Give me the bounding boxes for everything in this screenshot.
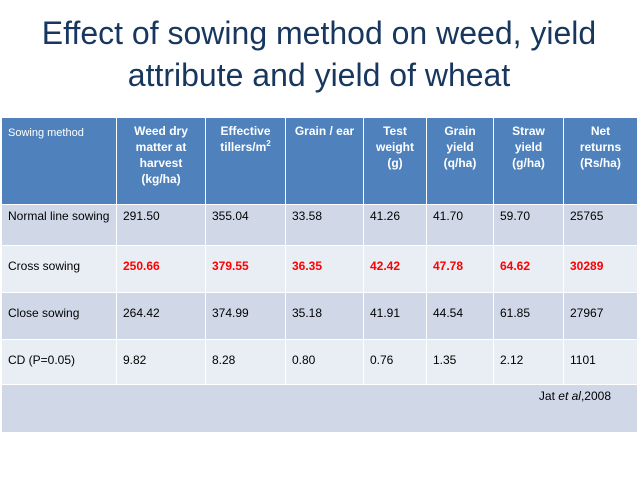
header-grain-per-ear: Grain / ear <box>285 117 364 205</box>
table-row: Close sowing 264.42 374.99 35.18 41.91 4… <box>1 292 638 340</box>
table-cell: 36.35 <box>285 245 364 293</box>
table-cell: 41.70 <box>426 204 494 246</box>
table-row: Normal line sowing 291.50 355.04 33.58 4… <box>1 204 638 246</box>
header-effective-tillers: Effective tillers/m2 <box>205 117 286 205</box>
table-cell: 27967 <box>563 292 638 340</box>
table-row: CD (P=0.05) 9.82 8.28 0.80 0.76 1.35 2.1… <box>1 339 638 385</box>
header-weed-dry-matter: Weed dry matter at harvest (kg/ha) <box>116 117 206 205</box>
table-cell: 291.50 <box>116 204 206 246</box>
table-cell: 2.12 <box>493 339 564 385</box>
slide-title: Effect of sowing method on weed, yield a… <box>41 15 597 93</box>
table-cell: 61.85 <box>493 292 564 340</box>
header-sowing-method: Sowing method <box>1 117 117 205</box>
row-label: Close sowing <box>1 292 117 340</box>
header-test-weight: Test weight (g) <box>363 117 427 205</box>
results-table: Sowing method Weed dry matter at harvest… <box>1 117 638 433</box>
results-table-container: Sowing method Weed dry matter at harvest… <box>1 117 638 433</box>
table-cell: 0.76 <box>363 339 427 385</box>
table-cell: 9.82 <box>116 339 206 385</box>
header-row: Sowing method Weed dry matter at harvest… <box>1 117 638 205</box>
table-cell: 35.18 <box>285 292 364 340</box>
header-net-returns: Net returns (Rs/ha) <box>563 117 638 205</box>
row-label: Cross sowing <box>1 245 117 293</box>
table-cell: 59.70 <box>493 204 564 246</box>
table-cell: 44.54 <box>426 292 494 340</box>
table-cell: 264.42 <box>116 292 206 340</box>
table-cell: 42.42 <box>363 245 427 293</box>
table-cell: 374.99 <box>205 292 286 340</box>
table-cell: 41.26 <box>363 204 427 246</box>
table-cell: 33.58 <box>285 204 364 246</box>
citation: Jat et al,2008 <box>1 384 638 433</box>
table-cell: 1.35 <box>426 339 494 385</box>
table-cell: 0.80 <box>285 339 364 385</box>
table-cell: 8.28 <box>205 339 286 385</box>
table-cell: 355.04 <box>205 204 286 246</box>
row-label: Normal line sowing <box>1 204 117 246</box>
table-cell: 1101 <box>563 339 638 385</box>
citation-row: Jat et al,2008 <box>1 384 638 433</box>
table-cell: 25765 <box>563 204 638 246</box>
table-cell: 64.62 <box>493 245 564 293</box>
table-cell: 379.55 <box>205 245 286 293</box>
table-cell: 250.66 <box>116 245 206 293</box>
table-cell: 30289 <box>563 245 638 293</box>
table-cell: 47.78 <box>426 245 494 293</box>
header-grain-yield: Grain yield (q/ha) <box>426 117 494 205</box>
header-straw-yield: Straw yield (g/ha) <box>493 117 564 205</box>
table-row-highlighted: Cross sowing 250.66 379.55 36.35 42.42 4… <box>1 245 638 293</box>
table-cell: 41.91 <box>363 292 427 340</box>
row-label: CD (P=0.05) <box>1 339 117 385</box>
